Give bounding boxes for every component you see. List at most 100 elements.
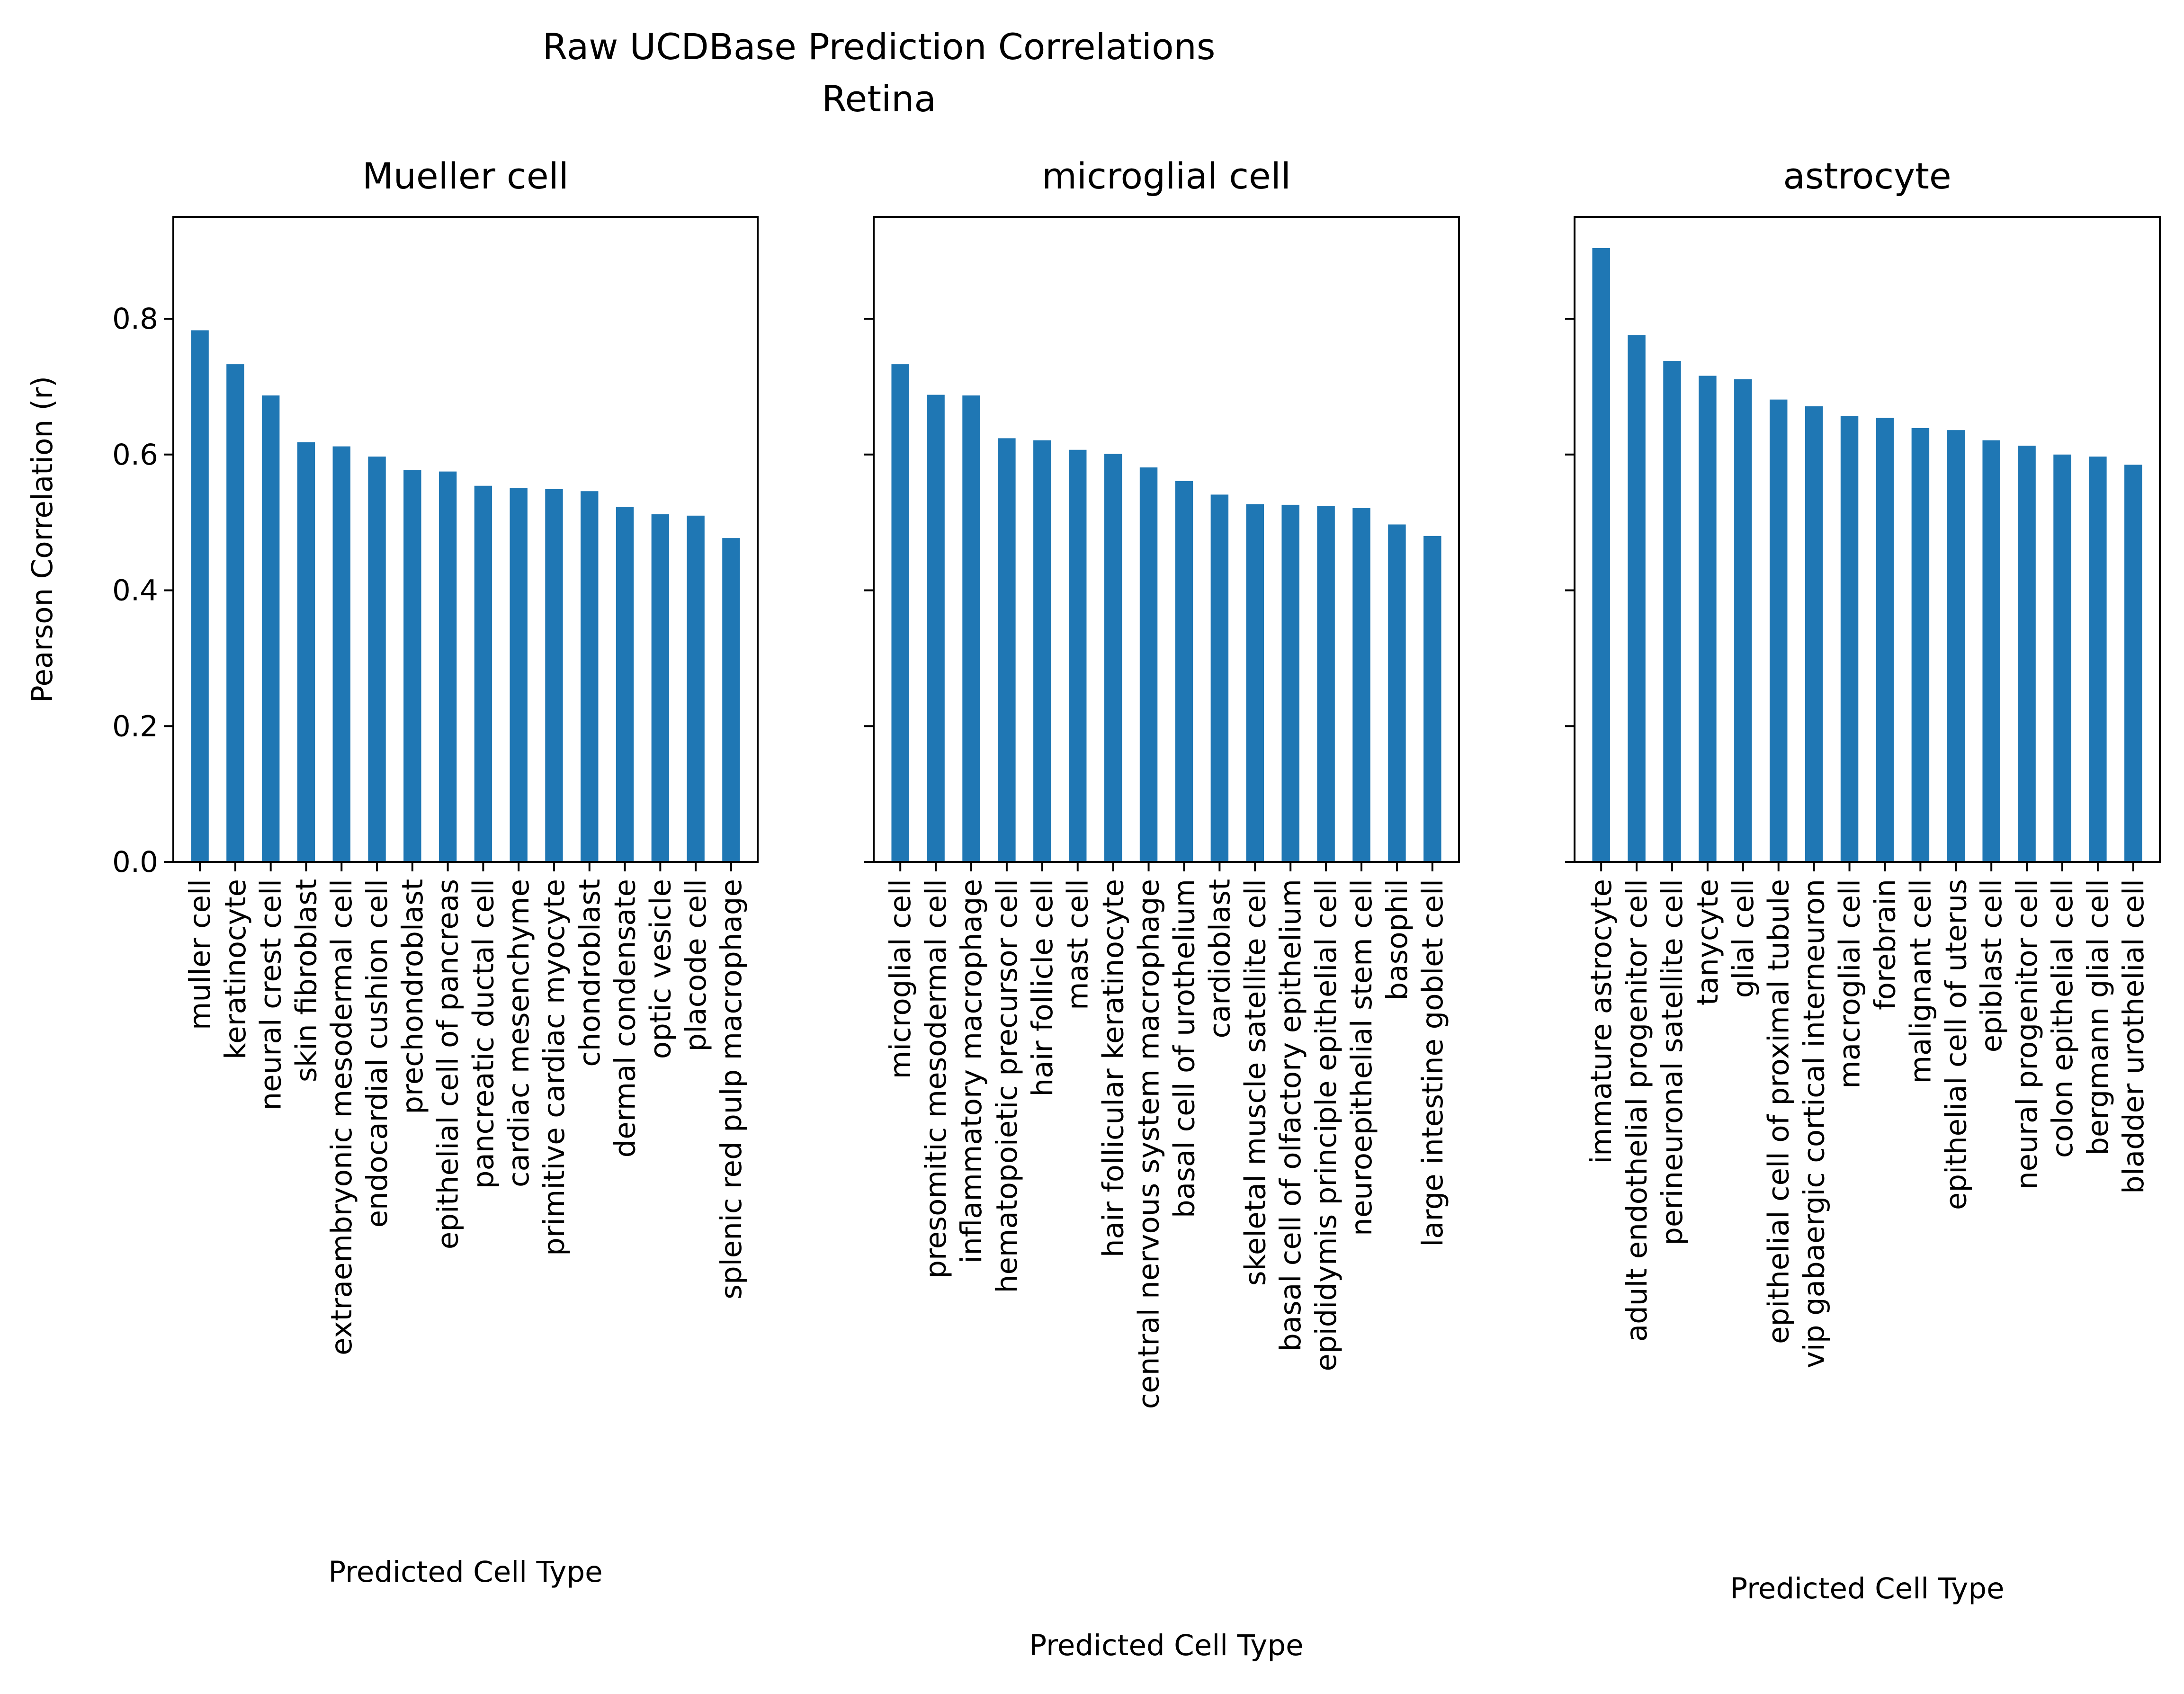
x-tick-label: malignant cell (1904, 879, 1937, 1084)
x-tick-label: prechondroblast (396, 879, 430, 1114)
bar (891, 364, 909, 862)
axes-frame (1574, 216, 2161, 863)
x-tick-label: cardioblast (1203, 879, 1236, 1039)
bar (474, 485, 492, 862)
axes-frame (873, 216, 1460, 863)
bar (261, 395, 280, 862)
bar (1805, 406, 1823, 862)
x-tick-label: glial cell (1727, 879, 1760, 998)
panel-title: Mueller cell (362, 155, 569, 197)
bar (332, 446, 350, 862)
x-tick-label: epididymis principle epithelial cell (1309, 879, 1343, 1371)
bar (1770, 399, 1788, 862)
bar (1628, 335, 1646, 862)
bar (962, 395, 980, 862)
y-axis-label: Pearson Correlation (r) (26, 376, 59, 703)
bar (998, 438, 1016, 862)
x-tick-label: skin fibroblast (289, 879, 323, 1082)
x-tick-label: bergmann glial cell (2081, 879, 2115, 1156)
x-tick-label: epiblast cell (1975, 879, 2008, 1052)
x-axis-label: Predicted Cell Type (1029, 1629, 1303, 1662)
bar (1876, 418, 1894, 862)
bar (616, 507, 634, 862)
x-tick-label: epithelial cell of pancreas (431, 879, 465, 1249)
x-tick-label: hematopoietic precursor cell (990, 879, 1024, 1293)
y-tick-label: 0.2 (112, 709, 158, 743)
x-tick-label: splenic red pulp macrophage (715, 879, 748, 1300)
x-tick-label: neural crest cell (254, 879, 288, 1111)
axes-frame (172, 216, 759, 863)
bar (1911, 428, 1930, 862)
bar (1069, 449, 1087, 862)
bar (1663, 360, 1681, 862)
bar (1982, 440, 2000, 862)
bar (651, 514, 670, 862)
x-tick-label: skeletal muscle satellite cell (1238, 879, 1272, 1286)
bar (1175, 481, 1193, 862)
x-axis-label: Predicted Cell Type (328, 1555, 602, 1589)
bar (2053, 454, 2071, 862)
bar (722, 538, 740, 862)
bar (1317, 506, 1335, 862)
bar (2089, 457, 2107, 862)
panel-3: immature astrocyte adult endothelial prog… (1565, 155, 2161, 1605)
bar (581, 491, 599, 862)
y-tick-label: 0.8 (112, 302, 158, 336)
bar (191, 330, 209, 862)
x-tick-label: bladder urothelial cell (2117, 879, 2150, 1194)
x-tick-label: central nervous system macrophage (1132, 879, 1166, 1409)
x-tick-label: neuroepithelial stem cell (1345, 879, 1378, 1236)
bar (927, 394, 945, 862)
bar (1281, 504, 1299, 862)
x-tick-label: hair follicular keratinocyte (1097, 879, 1130, 1257)
x-tick-label: adult endothelial progenitor cell (1620, 879, 1654, 1342)
panel-1: 0.0 0.2 0.4 0.6 0.8 muller cell keratinocyte ne… (26, 155, 759, 1589)
x-tick-label: presomitic mesodermal cell (919, 879, 953, 1279)
bar (403, 470, 421, 862)
y-tick-label: 0.6 (112, 438, 158, 472)
x-tick-label: dermal condensate (609, 879, 642, 1157)
x-tick-label: vip gabaergic cortical interneuron (1798, 879, 1831, 1368)
x-tick-label: primitive cardiac myocyte (537, 879, 571, 1256)
x-tick-label: optic vesicle (644, 879, 677, 1059)
x-tick-label: mast cell (1061, 879, 1095, 1010)
x-axis-label: Predicted Cell Type (1730, 1572, 2004, 1605)
bar (1352, 508, 1370, 862)
x-tick-label: forebrain (1868, 879, 1902, 1010)
bar (1699, 376, 1717, 862)
bar (2124, 465, 2142, 862)
x-tick-label: hair follicle cell (1026, 879, 1059, 1096)
x-tick-label: tanycyte (1691, 879, 1725, 1005)
bar (2018, 446, 2036, 862)
bar (1592, 248, 1610, 862)
x-tick-label: large intestine goblet cell (1416, 879, 1450, 1247)
bar (368, 457, 386, 862)
bar (226, 364, 244, 862)
bar (1139, 467, 1158, 862)
x-tick-label: neural progenitor cell (2010, 879, 2044, 1190)
x-tick-label: keratinocyte (219, 879, 252, 1059)
bar (1246, 504, 1264, 862)
bar (1210, 494, 1229, 862)
bar (687, 515, 705, 862)
x-tick-label: endocardial cushion cell (360, 879, 394, 1228)
x-tick-label: extraembryonic mesodermal cell (325, 879, 358, 1355)
figure-title: Raw UCDBase Prediction Correlations (543, 26, 1216, 68)
x-tick-label: placode cell (679, 879, 713, 1052)
x-tick-label: inflammatory macrophage (955, 879, 988, 1264)
bar (1840, 416, 1859, 862)
x-tick-label: pancreatic ductal cell (466, 879, 500, 1189)
y-tick-label: 0.0 (112, 845, 158, 879)
bar (297, 442, 315, 862)
x-tick-label: basal cell of olfactory epithelium (1274, 879, 1307, 1352)
x-tick-label: muller cell (183, 879, 217, 1030)
x-tick-label: chondroblast (573, 879, 607, 1067)
bar (1033, 440, 1051, 862)
x-tick-label: epithelial cell of uterus (1939, 879, 1973, 1210)
x-tick-label: macroglial cell (1833, 879, 1867, 1089)
bar (1734, 379, 1752, 862)
panel-2: microglial cell presomitic mesodermal cel… (864, 155, 1460, 1662)
panel-title: microglial cell (1042, 155, 1291, 197)
